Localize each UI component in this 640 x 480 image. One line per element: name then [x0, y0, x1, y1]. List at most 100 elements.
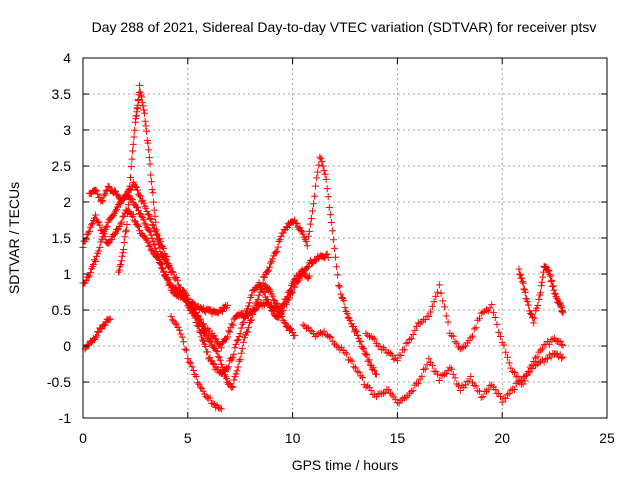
data-point	[465, 337, 473, 345]
data-point	[138, 93, 146, 101]
data-point	[495, 328, 503, 336]
data-point	[107, 235, 115, 243]
data-point	[106, 237, 114, 245]
data-point	[336, 283, 344, 291]
data-point	[229, 383, 237, 391]
data-point	[100, 227, 108, 235]
data-point	[305, 227, 313, 235]
data-point	[130, 133, 138, 141]
data-point	[118, 218, 126, 226]
data-point	[254, 296, 262, 304]
data-point	[329, 236, 337, 244]
data-point	[204, 348, 212, 356]
data-point	[316, 153, 324, 161]
data-point	[322, 175, 330, 183]
data-point	[145, 211, 153, 219]
series-arc-d	[115, 81, 173, 276]
data-point	[332, 253, 340, 261]
data-point	[556, 300, 564, 308]
data-point	[236, 355, 244, 363]
data-point	[341, 304, 349, 312]
data-point	[321, 170, 329, 178]
data-point	[162, 270, 170, 278]
data-point	[514, 372, 522, 380]
data-point	[400, 346, 408, 354]
data-point	[512, 373, 520, 381]
data-point	[355, 368, 363, 376]
data-point	[175, 326, 183, 334]
data-point	[404, 339, 412, 347]
data-point	[151, 245, 159, 253]
data-point	[351, 364, 359, 372]
data-point	[472, 324, 480, 332]
data-point	[304, 232, 312, 240]
data-point	[133, 221, 141, 229]
data-point	[559, 342, 567, 350]
data-point	[171, 319, 179, 327]
data-point	[177, 330, 185, 338]
data-point	[264, 266, 272, 274]
data-point	[167, 312, 175, 320]
data-point	[269, 255, 277, 263]
data-point	[144, 238, 152, 246]
data-point	[317, 155, 325, 163]
data-point	[521, 377, 529, 385]
data-point	[479, 393, 487, 401]
data-point	[136, 81, 144, 89]
data-point	[482, 387, 490, 395]
data-point	[421, 316, 429, 324]
data-point	[217, 344, 225, 352]
data-point	[150, 206, 158, 214]
data-point	[230, 350, 238, 358]
data-point	[311, 333, 319, 341]
data-point	[523, 297, 531, 305]
data-point	[122, 228, 130, 236]
data-point	[181, 345, 189, 353]
data-point	[484, 307, 492, 315]
data-point	[273, 248, 281, 256]
data-point	[307, 214, 315, 222]
series-arc-c	[85, 182, 232, 318]
data-point	[456, 386, 464, 394]
data-point	[142, 235, 150, 243]
data-point	[402, 339, 410, 347]
data-point	[319, 162, 327, 170]
axis-ticks	[82, 57, 608, 419]
data-point	[553, 294, 561, 302]
data-point	[353, 328, 361, 336]
data-point	[152, 218, 160, 226]
data-point	[111, 207, 119, 215]
x-tick-label: 5	[184, 430, 192, 446]
data-point	[441, 303, 449, 311]
data-point	[135, 223, 143, 231]
data-point	[328, 227, 336, 235]
data-point	[510, 368, 518, 376]
data-point	[493, 320, 501, 328]
data-point	[346, 317, 354, 325]
data-point	[306, 220, 314, 228]
data-point	[88, 219, 96, 227]
data-point	[228, 320, 236, 328]
y-tick-label: 0.5	[52, 302, 72, 318]
data-point	[551, 289, 559, 297]
data-point	[555, 299, 563, 307]
data-point	[152, 247, 160, 255]
y-tick-label: 3	[63, 122, 71, 138]
data-point	[137, 91, 145, 99]
data-point	[84, 273, 92, 281]
data-point	[126, 182, 134, 190]
data-point	[120, 212, 128, 220]
data-point	[325, 333, 333, 341]
data-point	[272, 248, 280, 256]
data-point	[303, 242, 311, 250]
data-point	[124, 201, 132, 209]
data-point	[524, 301, 532, 309]
data-point	[359, 344, 367, 352]
data-point	[486, 304, 494, 312]
data-point	[462, 342, 470, 350]
data-point	[360, 345, 368, 353]
data-point	[93, 252, 101, 260]
data-point	[406, 335, 414, 343]
data-point	[414, 319, 422, 327]
data-point	[147, 231, 155, 239]
